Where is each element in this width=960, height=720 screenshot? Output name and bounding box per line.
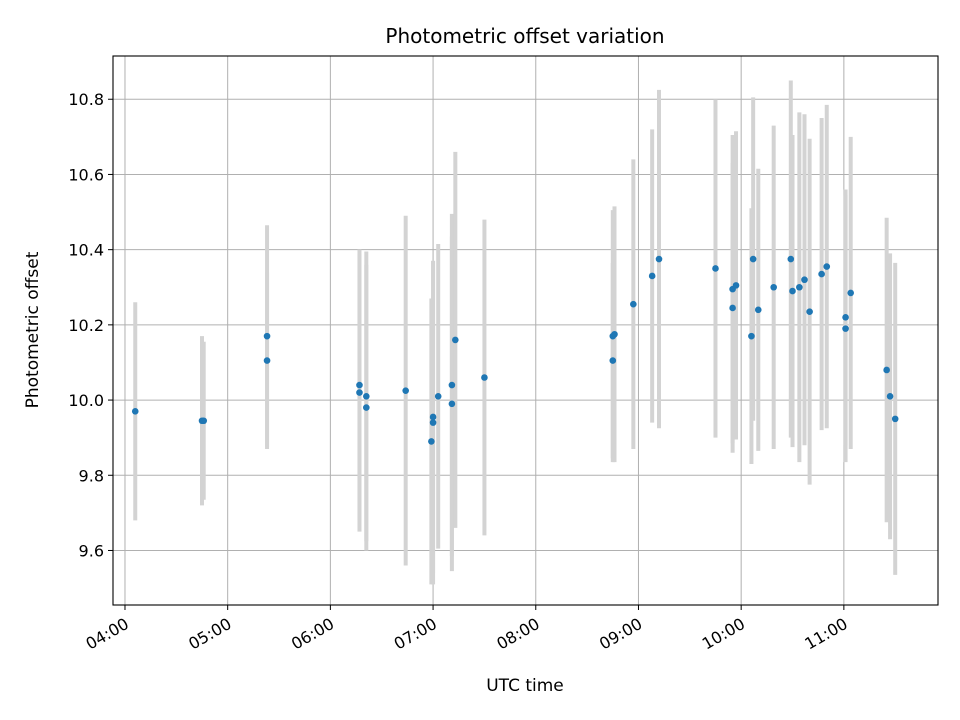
data-point [818, 270, 825, 278]
y-tick-label: 9.8 [79, 466, 104, 485]
data-point [429, 413, 437, 421]
data-point [356, 381, 363, 389]
data-point [770, 283, 777, 291]
data-point [842, 314, 849, 321]
data-point [801, 276, 808, 284]
y-axis-label: Photometric offset [23, 251, 43, 408]
data-point [789, 287, 796, 295]
data-point [886, 393, 894, 400]
data-point [883, 366, 890, 374]
data-point [363, 404, 370, 411]
data-point [611, 330, 618, 338]
plot-frame [112, 55, 939, 606]
data-point [452, 336, 459, 344]
data-point [787, 255, 795, 263]
data-point [754, 306, 762, 314]
y-axis-ticks: 9.6 9.8 10.0 10.2 10.4 10.6 10.8 [68, 90, 113, 560]
data-point [847, 289, 855, 297]
data-point [434, 393, 442, 400]
data-point [842, 325, 849, 332]
data-point [448, 400, 456, 408]
data-point [748, 332, 755, 340]
data-point [609, 357, 617, 364]
data-point [648, 272, 656, 280]
data-point [712, 265, 719, 272]
data-point [363, 393, 370, 400]
data-point [448, 381, 456, 389]
data-point [263, 332, 271, 340]
data-point [732, 282, 740, 289]
data-point [655, 255, 663, 263]
data-point [891, 415, 899, 423]
data-point [263, 357, 271, 364]
data-point [429, 419, 437, 426]
data-point [749, 255, 757, 263]
data-points [131, 255, 899, 445]
y-tick-label: 10.4 [68, 241, 104, 260]
data-point [481, 374, 488, 381]
y-tick-label: 9.6 [79, 541, 104, 560]
y-tick-label: 10.0 [68, 391, 104, 410]
data-point [428, 438, 435, 445]
chart-title: Photometric offset variation [385, 24, 664, 48]
data-point [200, 417, 208, 425]
x-axis-label: UTC time [486, 676, 564, 696]
y-tick-label: 10.2 [68, 316, 104, 335]
data-point [823, 263, 831, 270]
data-point [356, 389, 363, 396]
y-tick-label: 10.8 [68, 90, 104, 109]
data-point [806, 308, 813, 315]
data-point [796, 283, 803, 291]
data-point [131, 408, 139, 415]
data-point [402, 387, 409, 394]
data-point [630, 300, 637, 308]
y-tick-label: 10.6 [68, 165, 104, 184]
data-point [729, 304, 736, 312]
